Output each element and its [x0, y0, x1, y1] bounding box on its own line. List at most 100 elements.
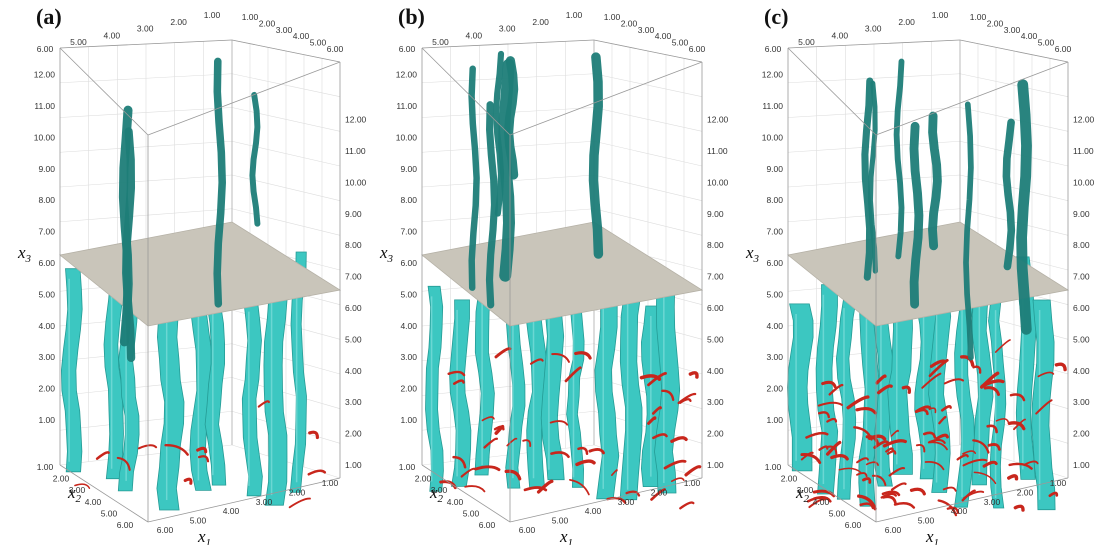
red-structure — [569, 479, 590, 496]
vortex-tube — [566, 304, 585, 488]
x3-tick-label: 7.00 — [38, 227, 55, 237]
red-structure — [881, 490, 901, 497]
x3-tick-label: 12.00 — [1073, 115, 1094, 125]
red-structure — [625, 490, 641, 497]
axis-label: x2 — [429, 483, 444, 505]
x3-tick-label: 1.00 — [1073, 460, 1090, 470]
vortex-tube — [540, 274, 565, 481]
top-tick-label: 3.00 — [865, 24, 882, 34]
vortex-tube — [619, 269, 644, 501]
x2-tick-label: 1.00 — [765, 462, 782, 472]
x3-tick-label: 5.00 — [766, 289, 783, 299]
x1-tick-label: 5.00 — [918, 516, 935, 526]
box-edge — [59, 464, 149, 523]
x3-tick-label: 11.00 — [707, 146, 728, 156]
box-edge — [787, 39, 961, 49]
red-structure — [483, 437, 498, 449]
red-structure — [973, 471, 997, 485]
red-structure — [95, 451, 110, 460]
x3-tick-label: 2.00 — [400, 384, 417, 394]
red-structure — [536, 479, 554, 494]
x1-tick-label: 3.00 — [256, 497, 273, 507]
panel-label: (c) — [764, 4, 788, 29]
red-structure — [1048, 491, 1059, 498]
top-tick-label: 3.00 — [137, 24, 154, 34]
red-structure — [914, 405, 932, 414]
top-tick-label: 3.00 — [1004, 25, 1021, 35]
panel: 1.001.002.002.003.003.004.004.005.005.00… — [379, 4, 729, 545]
red-structure — [921, 372, 942, 389]
red-structure — [504, 469, 522, 481]
vortex-tube-upper — [588, 52, 604, 259]
red-structure — [464, 485, 486, 493]
red-structure — [876, 384, 893, 395]
red-structure — [529, 358, 544, 365]
red-structure — [935, 433, 949, 441]
top-tick-label: 6.00 — [37, 44, 54, 54]
x3-tick-label: 8.00 — [400, 195, 417, 205]
vortex-tube-upper — [503, 56, 519, 180]
vortex-tube-upper — [861, 77, 874, 281]
vortex-tube-upper — [468, 65, 480, 291]
x3-tick-label: 9.00 — [1073, 209, 1090, 219]
box-edge — [147, 61, 341, 136]
x3-tick-label: 3.00 — [38, 352, 55, 362]
x3-tick-label: 4.00 — [38, 321, 55, 331]
x3-tick-label: 9.00 — [400, 164, 417, 174]
vortex-tube-upper — [963, 101, 974, 361]
x1-tick-label: 4.00 — [223, 506, 240, 516]
x2-tick-label: 4.00 — [447, 497, 464, 507]
red-structure — [938, 415, 947, 425]
x2-tick-label: 5.00 — [101, 508, 118, 518]
red-structure — [818, 445, 829, 451]
x2-tick-label: 2.00 — [781, 474, 798, 484]
axis-subscript: 1 — [934, 537, 940, 545]
vortex-tube — [189, 290, 213, 491]
red-structure — [886, 450, 897, 455]
x3-tick-label: 5.00 — [38, 289, 55, 299]
box-edge — [59, 39, 233, 49]
top-tick-label: 5.00 — [672, 38, 689, 48]
x1-tick-label: 6.00 — [885, 525, 902, 535]
red-structure — [983, 386, 1000, 396]
vortex-tube — [289, 251, 307, 493]
vortex-tube-upper — [118, 105, 133, 347]
x3-tick-label: 11.00 — [396, 101, 417, 111]
x3-tick-label: 12.00 — [34, 70, 56, 80]
axis-symbol: x — [17, 243, 26, 262]
x3-tick-label: 1.00 — [400, 415, 417, 425]
red-structure — [1023, 460, 1039, 466]
red-structure — [972, 439, 990, 454]
vortex-tube — [835, 297, 857, 500]
red-structure — [549, 420, 569, 426]
red-structure — [652, 433, 668, 440]
top-tick-label: 4.00 — [1021, 31, 1038, 41]
box-edge — [509, 61, 703, 136]
red-structure — [982, 460, 998, 468]
x3-tick-label: 1.00 — [766, 415, 783, 425]
red-structure — [197, 455, 210, 463]
x3-tick-label: 3.00 — [1073, 397, 1090, 407]
red-structure — [885, 447, 894, 453]
red-structure — [523, 486, 548, 492]
red-structure — [684, 465, 702, 477]
red-structure — [550, 451, 570, 459]
x2-tick-label: 1.00 — [37, 462, 54, 472]
x3-tick-label: 4.00 — [400, 321, 417, 331]
x2-tick-label: 4.00 — [813, 497, 830, 507]
x3-tick-label: 9.00 — [766, 164, 783, 174]
vortex-tube — [425, 285, 444, 492]
x3-tick-label: 10.00 — [707, 177, 729, 187]
red-structure — [588, 447, 605, 455]
axis-subscript: 3 — [753, 253, 760, 265]
x3-tick-label: 9.00 — [345, 209, 362, 219]
vortex-tube — [1031, 299, 1056, 511]
x2-tick-label: 3.00 — [797, 485, 814, 495]
axis-label: x2 — [795, 483, 810, 505]
red-structure — [922, 431, 937, 439]
x1-tick-label: 2.00 — [289, 487, 306, 497]
x1-tick-label: 4.00 — [585, 506, 602, 516]
red-structure — [1013, 504, 1025, 512]
